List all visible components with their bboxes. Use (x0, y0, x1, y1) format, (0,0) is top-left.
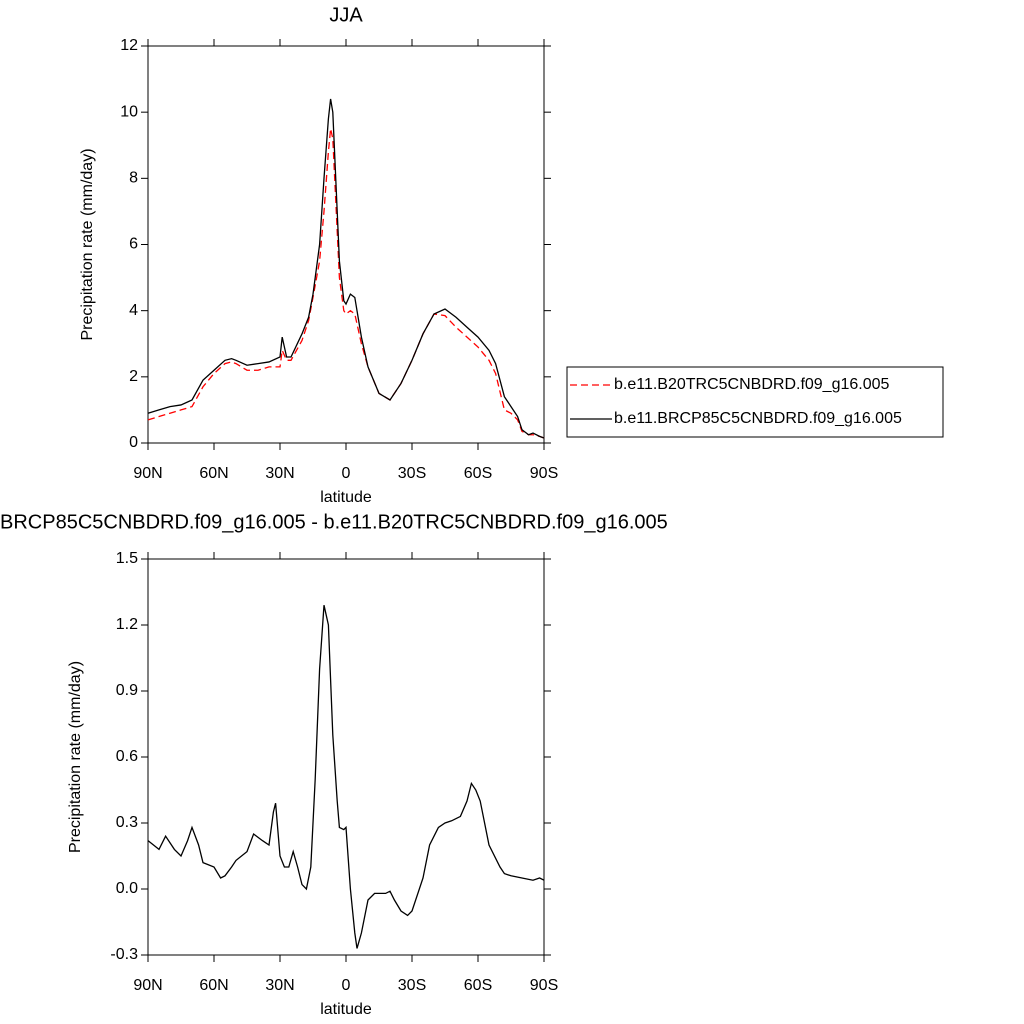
x-axis-label: latitude (320, 489, 372, 506)
y-tick-label: 1.2 (116, 616, 138, 633)
y-tick-label: 0.6 (116, 748, 138, 765)
y-tick-label: 0.3 (116, 814, 138, 831)
y-tick-label: 6 (129, 236, 138, 253)
x-tick-label: 30N (265, 977, 294, 994)
legend-label: b.e11.BRCP85C5CNBDRD.f09_g16.005 (614, 410, 902, 427)
legend-box (566, 366, 944, 438)
x-tick-label: 60S (464, 977, 492, 994)
x-tick-label: 30S (398, 465, 426, 482)
data-line (147, 605, 545, 949)
data-line (147, 128, 545, 439)
plot-frame (147, 45, 545, 444)
data-line (147, 98, 545, 439)
x-tick-label: 90N (133, 465, 162, 482)
y-axis-label: Precipitation rate (mm/day) (79, 148, 96, 340)
y-tick-label: 2 (129, 368, 138, 385)
y-tick-label: 8 (129, 170, 138, 187)
chart-title: BRCP85C5CNBDRD.f09_g16.005 - b.e11.B20TR… (0, 511, 668, 533)
y-tick-label: 0.9 (116, 682, 138, 699)
x-tick-label: 90S (530, 977, 558, 994)
x-tick-label: 90N (133, 977, 162, 994)
x-tick-label: 30S (398, 977, 426, 994)
y-tick-label: 0.0 (116, 880, 138, 897)
legend-label: b.e11.B20TRC5CNBDRD.f09_g16.005 (614, 376, 890, 393)
x-tick-label: 90S (530, 465, 558, 482)
y-tick-label: 12 (120, 37, 138, 54)
x-tick-label: 0 (342, 465, 351, 482)
plot-frame (147, 558, 545, 956)
y-tick-label: 0 (129, 434, 138, 451)
y-tick-label: 1.5 (116, 550, 138, 567)
x-tick-label: 60S (464, 465, 492, 482)
x-axis-label: latitude (320, 1001, 372, 1018)
y-tick-label: -0.3 (110, 946, 138, 963)
y-tick-label: 4 (129, 302, 138, 319)
x-tick-label: 0 (342, 977, 351, 994)
x-tick-label: 30N (265, 465, 294, 482)
x-tick-label: 60N (199, 465, 228, 482)
chart-title: JJA (329, 4, 363, 26)
x-tick-label: 60N (199, 977, 228, 994)
y-axis-label: Precipitation rate (mm/day) (67, 661, 84, 853)
y-tick-label: 10 (120, 103, 138, 120)
